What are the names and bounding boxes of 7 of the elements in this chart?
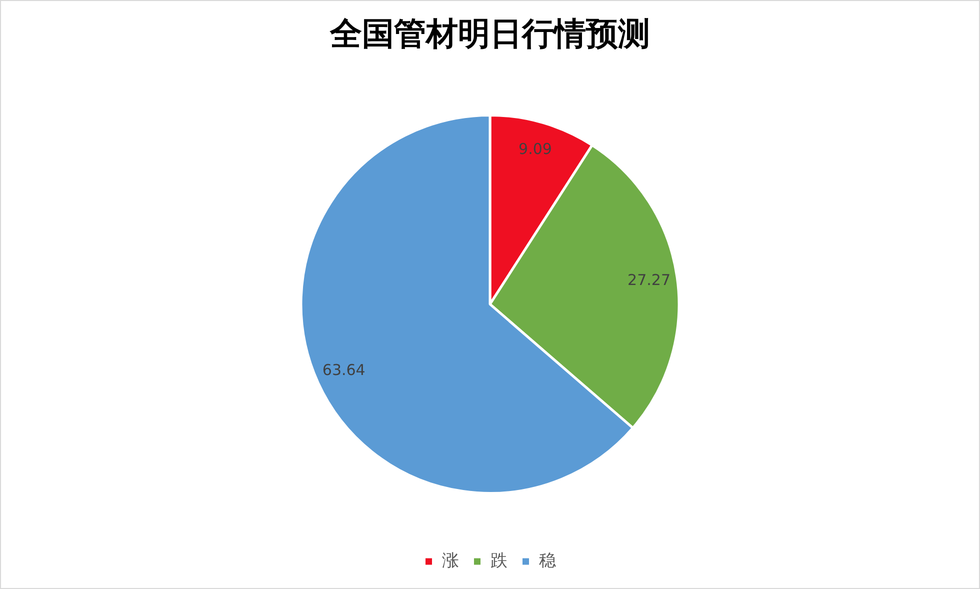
data-label: 9.09 <box>518 140 552 158</box>
legend-label: 跌 <box>490 550 508 571</box>
chart-title: 全国管材明日行情预测 <box>329 15 650 52</box>
legend-label: 涨 <box>442 550 459 571</box>
data-label: 27.27 <box>628 271 670 290</box>
data-label: 63.64 <box>322 360 366 379</box>
legend-label: 稳 <box>538 550 556 571</box>
